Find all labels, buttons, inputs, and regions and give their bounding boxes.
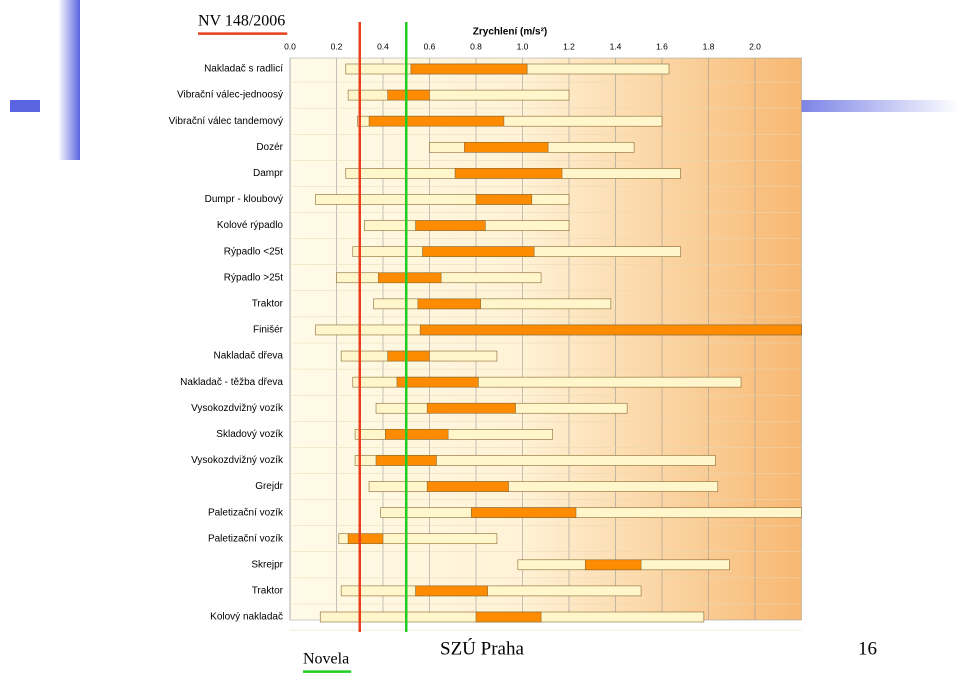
category-label: Dampr [253,168,284,179]
range-bar [352,376,742,388]
core-range-bar [368,115,505,127]
category-label: Traktor [252,586,284,597]
x-tick-label: 2.0 [749,41,761,51]
category-label: Kolový nakladač [210,612,283,623]
core-range-bar [415,585,488,597]
regulation-label: NV 148/2006 [198,13,285,30]
core-range-bar [426,481,509,492]
core-range-bar [584,559,642,571]
category-label: Grejdr [255,481,283,492]
category-label: Paletizační vozík [208,533,284,544]
range-bar [380,507,802,518]
core-range-bar [419,324,802,336]
category-label: Paletizační vozík [208,507,284,518]
category-label: Vibrační válec-jednoosý [177,90,283,101]
core-range-bar [387,89,430,101]
category-label: Skrejpr [251,559,283,570]
range-bar [340,585,642,597]
category-label: Nakladač dřeva [214,351,284,362]
core-range-bar [396,376,479,388]
range-bar [357,115,663,127]
core-range-bar [387,350,430,362]
x-tick-label: 0.4 [377,41,389,51]
core-range-bar [464,141,549,153]
category-label: Traktor [252,298,284,309]
category-label: Dumpr - kloubový [205,194,283,205]
core-range-bar [426,402,516,414]
range-bar [338,533,498,545]
x-tick-label: 1.8 [703,41,715,51]
core-range-bar [475,194,533,205]
x-tick-label: 0.8 [470,41,482,51]
core-range-bar [410,63,528,75]
x-tick-label: 1.6 [656,41,668,51]
category-label: Dozér [256,142,283,153]
range-bar [354,429,554,440]
x-tick-label: 0.0 [284,41,296,51]
source: SZÚ Praha [440,637,524,659]
x-tick-label: 0.6 [424,41,436,51]
decor-bar [10,100,40,112]
category-label: Nakladač - těžba dřeva [180,377,283,388]
core-range-bar [454,168,563,179]
x-tick-label: 1.4 [610,41,622,51]
category-label: Rýpadlo >25t [224,272,283,283]
category-label: Vysokozdvižný vozík [191,403,284,414]
x-tick-label: 1.0 [517,41,529,51]
core-range-bar [347,533,384,545]
x-tick-label: 0.2 [331,41,343,51]
category-label: Finišér [253,325,284,336]
category-label: Vysokozdvižný vozík [191,455,284,466]
core-range-bar [415,220,486,231]
category-label: Skladový vozík [216,429,284,440]
page-number: 16 [858,638,877,659]
axis-title: Zrychlení (m/s²) [473,27,547,38]
core-range-bar [422,246,535,257]
core-range-bar [378,272,442,284]
range-bar [373,298,612,310]
range-bar [354,455,716,466]
decor-bar [760,100,960,112]
x-tick-label: 1.2 [563,41,575,51]
category-label: Rýpadlo <25t [224,246,283,257]
amendment-label: Novela [303,651,349,668]
range-bar [368,481,719,492]
category-label: Nakladač s radlicí [204,64,283,75]
range-bar [315,194,570,205]
category-label: Kolové rýpadlo [217,220,284,231]
category-label: Vibrační válec tandemový [169,116,283,127]
core-range-bar [475,611,542,623]
core-range-bar [471,507,577,518]
decor-bar [58,0,80,160]
range-bar [347,89,570,101]
core-range-bar [417,298,481,310]
core-range-bar [385,429,449,440]
